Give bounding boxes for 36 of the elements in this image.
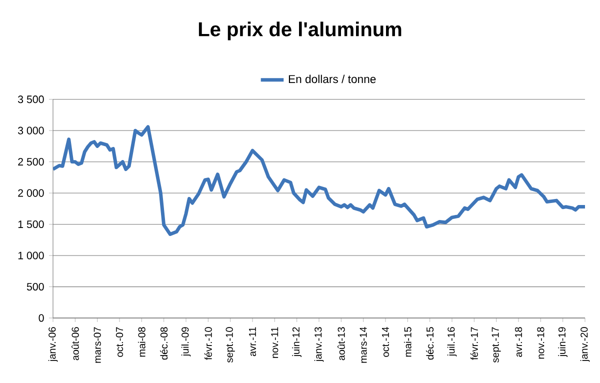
x-tick-label: nov.-11	[271, 327, 278, 358]
x-tick-label: janv.-06	[48, 327, 58, 362]
x-tick-label: juin-19	[558, 327, 568, 357]
legend-label: En dollars / tonne	[288, 74, 376, 84]
x-tick-label: mai-08	[138, 327, 146, 357]
x-tick-label: janv.-13	[314, 327, 324, 362]
x-tick-label: avr.-18	[514, 327, 522, 357]
x-tick-label: août-13	[337, 327, 345, 360]
x-tick-label: avr.-11	[249, 327, 256, 356]
x-tick-label: oct.-14	[382, 327, 389, 357]
x-tick-label: mars-14	[360, 327, 367, 363]
y-tick-label: 0	[38, 314, 44, 322]
y-tick-label: 3 500	[18, 96, 44, 104]
x-tick-label: janv.-20	[580, 327, 590, 362]
x-tick-label: févr.-17	[470, 327, 478, 360]
x-tick-label: juil.-09	[181, 327, 191, 356]
y-tick-label: 1 000	[18, 252, 44, 260]
x-tick-label: déc.-08	[160, 327, 168, 360]
x-tick-label: sept.-17	[492, 327, 501, 363]
x-tick-label: déc.-15	[426, 327, 434, 360]
y-tick-label: 500	[26, 282, 44, 291]
x-tick-label: juil.-16	[447, 327, 457, 356]
y-tick-label: 2 500	[18, 158, 44, 166]
y-tick-label: 3 000	[18, 126, 44, 134]
line-series	[53, 125, 586, 236]
x-tick-label: juin-12	[292, 327, 302, 357]
x-tick-label: mai-15	[404, 327, 412, 357]
x-tick-label: oct.-07	[116, 327, 124, 357]
x-tick-label: sept.-10	[226, 327, 235, 363]
x-tick-label: mars-07	[94, 327, 101, 363]
y-tick-label: 2 000	[18, 189, 44, 197]
x-tick-label: févr.-10	[204, 327, 212, 360]
y-tick-label: 1 500	[18, 220, 44, 228]
x-tick-label: nov.-18	[537, 327, 544, 359]
chart-title: Le prix de l'aluminum	[198, 22, 402, 40]
x-tick-label: août-06	[71, 327, 79, 360]
